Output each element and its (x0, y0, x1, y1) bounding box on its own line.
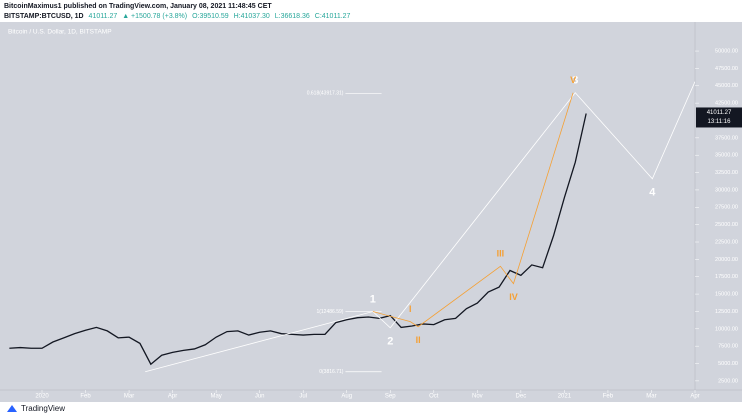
x-tick-label: Oct (429, 394, 439, 400)
wave-label: 3 (572, 75, 578, 87)
y-tick-label: 37500.00 (715, 135, 738, 141)
wave-line (372, 92, 574, 328)
chart-background (0, 22, 742, 402)
y-tick-label: 10000.00 (715, 326, 738, 332)
x-tick-label: Nov (472, 394, 483, 400)
footer: TradingView (6, 404, 65, 413)
y-tick-label: 50000.00 (715, 49, 738, 55)
fib-label: 1(12486.59) (316, 309, 343, 315)
chart: Bitcoin / U.S. Dollar, 1D, BITSTAMP 2500… (0, 22, 742, 402)
wave-label: II (416, 335, 421, 345)
low: L:36618.36 (274, 13, 310, 20)
y-tick-label: 25000.00 (715, 222, 738, 228)
y-tick-label: 17500.00 (715, 274, 738, 280)
x-tick-label: Dec (516, 394, 527, 400)
x-tick-label: May (210, 394, 221, 400)
wave-label: 4 (649, 187, 656, 199)
x-tick-label: Mar (124, 394, 134, 400)
x-tick-label: Jul (299, 394, 307, 400)
high: H:41037.30 (233, 13, 270, 20)
y-tick-label: 45000.00 (715, 83, 738, 89)
symbol-line: BITSTAMP:BTCUSD, 1D 41011.27 ▲ +1500.78 … (4, 13, 353, 20)
y-tick-label: 7500.00 (718, 344, 738, 350)
countdown: 13:11:16 (708, 119, 732, 125)
x-tick-label: Aug (341, 394, 352, 400)
x-tick-label: Feb (603, 394, 614, 400)
wave-label: V (570, 75, 576, 85)
price-line (9, 113, 587, 366)
x-tick-label: Jun (255, 394, 265, 400)
price-tag (696, 107, 742, 128)
wave-label: 1 (370, 293, 376, 305)
y-tick-label: 15000.00 (715, 292, 738, 298)
x-tick-label: Sep (385, 394, 396, 400)
fib-label: 0.618(43917.31) (307, 91, 344, 97)
y-tick-label: 47500.00 (715, 66, 738, 72)
author-line: BitcoinMaximus1 published on TradingView… (4, 3, 272, 10)
y-tick-label: 22500.00 (715, 239, 738, 245)
y-tick-label: 27500.00 (715, 205, 738, 211)
y-tick-label: 35000.00 (715, 153, 738, 159)
wave-label: I (409, 304, 412, 314)
y-tick-label: 5000.00 (718, 361, 738, 367)
wave-label: IV (509, 292, 518, 302)
wave-line (145, 81, 695, 373)
x-tick-label: Feb (80, 394, 91, 400)
y-tick-label: 32500.00 (715, 170, 738, 176)
close: C:41011.27 (314, 13, 351, 20)
symbol: BITSTAMP:BTCUSD, 1D (4, 13, 84, 20)
x-tick-label: 2020 (35, 394, 49, 400)
y-tick-label: 30000.00 (715, 187, 738, 193)
brand-logo (7, 405, 17, 412)
price-tag-value: 41011.27 (707, 110, 732, 116)
x-tick-label: 2021 (558, 394, 572, 400)
x-tick-label: Apr (690, 394, 699, 400)
plot-area (9, 81, 695, 373)
last-price: 41011.27 (88, 13, 118, 20)
wave-label: III (497, 249, 505, 259)
change: ▲ +1500.78 (+3.8%) (122, 13, 188, 20)
x-tick-label: Apr (168, 394, 177, 400)
fib-label: 0(3816.71) (319, 369, 344, 375)
y-tick-label: 42500.00 (715, 101, 738, 107)
wave-label: 2 (387, 336, 393, 348)
brand: TradingView (21, 404, 66, 413)
open: O:39510.59 (192, 13, 229, 20)
y-tick-label: 2500.00 (718, 378, 738, 384)
y-tick-label: 20000.00 (715, 257, 738, 263)
chart-title: Bitcoin / U.S. Dollar, 1D, BITSTAMP (8, 29, 112, 36)
x-tick-label: Mar (646, 394, 656, 400)
y-tick-label: 12500.00 (715, 309, 738, 315)
